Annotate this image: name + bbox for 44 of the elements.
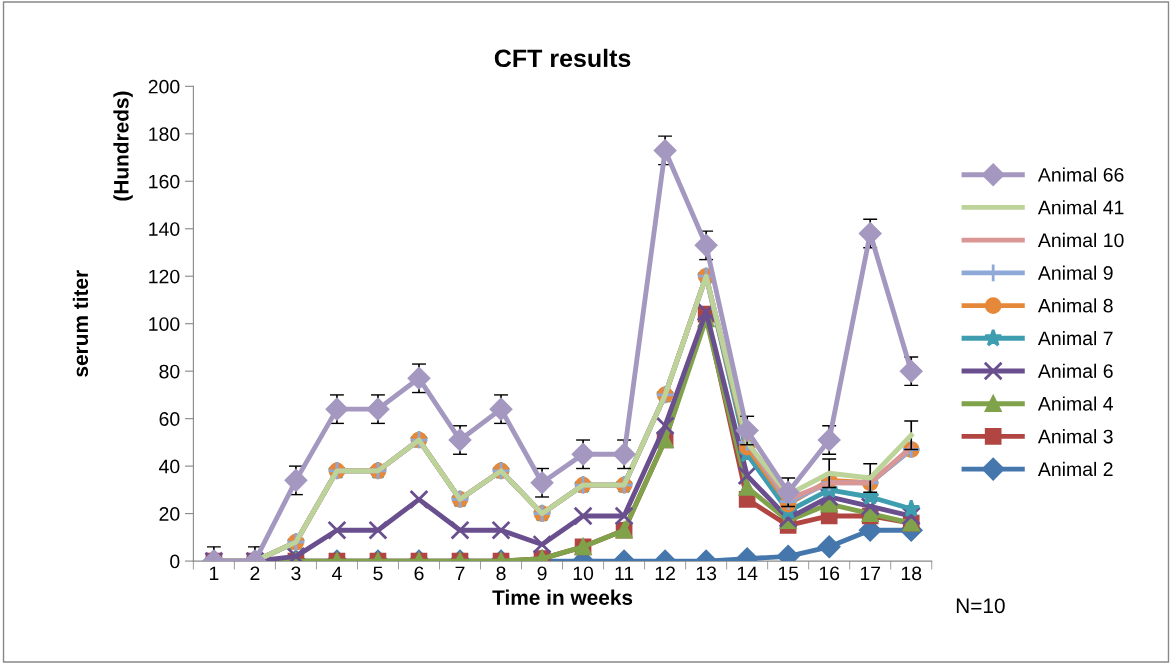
y-tick-label: 20 [159, 507, 180, 521]
y-tick-label: 40 [159, 459, 180, 474]
x-tick-label: 7 [455, 566, 465, 581]
chart-title: CFT results [494, 48, 631, 68]
x-tick-label: 17 [860, 566, 881, 581]
x-tick-label: 15 [778, 566, 799, 581]
legend-label: Animal 3 [1037, 429, 1113, 444]
legend-label: Animal 6 [1037, 363, 1113, 378]
text: N=10 [956, 598, 1005, 614]
y-tick-label: 0 [170, 554, 180, 569]
y-axis-title: serum titer [72, 270, 89, 377]
legend-label: Animal 7 [1037, 330, 1113, 346]
x-tick-label: 11 [615, 566, 634, 581]
x-tick-label: 1 [209, 566, 219, 581]
x-tick-label: 14 [737, 566, 758, 581]
y-tick-label: 160 [149, 174, 180, 189]
y-tick-label: 60 [159, 412, 180, 426]
legend-label: Animal 8 [1037, 298, 1113, 313]
x-tick-label: 2 [250, 566, 260, 581]
x-tick-label: 16 [819, 566, 840, 581]
x-tick-label: 9 [537, 566, 547, 581]
x-tick-label: 13 [696, 566, 717, 581]
legend-label: Animal 2 [1037, 461, 1113, 477]
y-tick-label: 200 [148, 79, 180, 94]
legend-label: Animal 10 [1037, 232, 1124, 248]
x-tick-label: 8 [496, 566, 506, 581]
x-tick-label: 12 [655, 566, 675, 581]
y-tick-label: 100 [149, 317, 180, 331]
legend-label: Animal 41 [1037, 200, 1124, 215]
x-tick-label: 4 [331, 566, 342, 581]
x-tick-label: 10 [573, 566, 594, 581]
x-tick-label: 3 [291, 566, 301, 581]
legend-label: Animal 4 [1037, 396, 1113, 411]
x-axis-title: Time in weeks [492, 589, 633, 605]
y-tick-label: 180 [149, 127, 180, 142]
text: (Hundreds) [113, 91, 133, 201]
legend-label: Animal 66 [1037, 167, 1124, 182]
y-tick-label: 80 [159, 364, 180, 379]
y-tick-label: 120 [149, 269, 180, 284]
x-tick-label: 6 [414, 566, 424, 581]
legend-label: Animal 9 [1037, 265, 1113, 280]
y-tick-label: 140 [149, 222, 180, 236]
x-tick-label: 18 [901, 566, 922, 581]
x-tick-label: 5 [373, 566, 383, 581]
